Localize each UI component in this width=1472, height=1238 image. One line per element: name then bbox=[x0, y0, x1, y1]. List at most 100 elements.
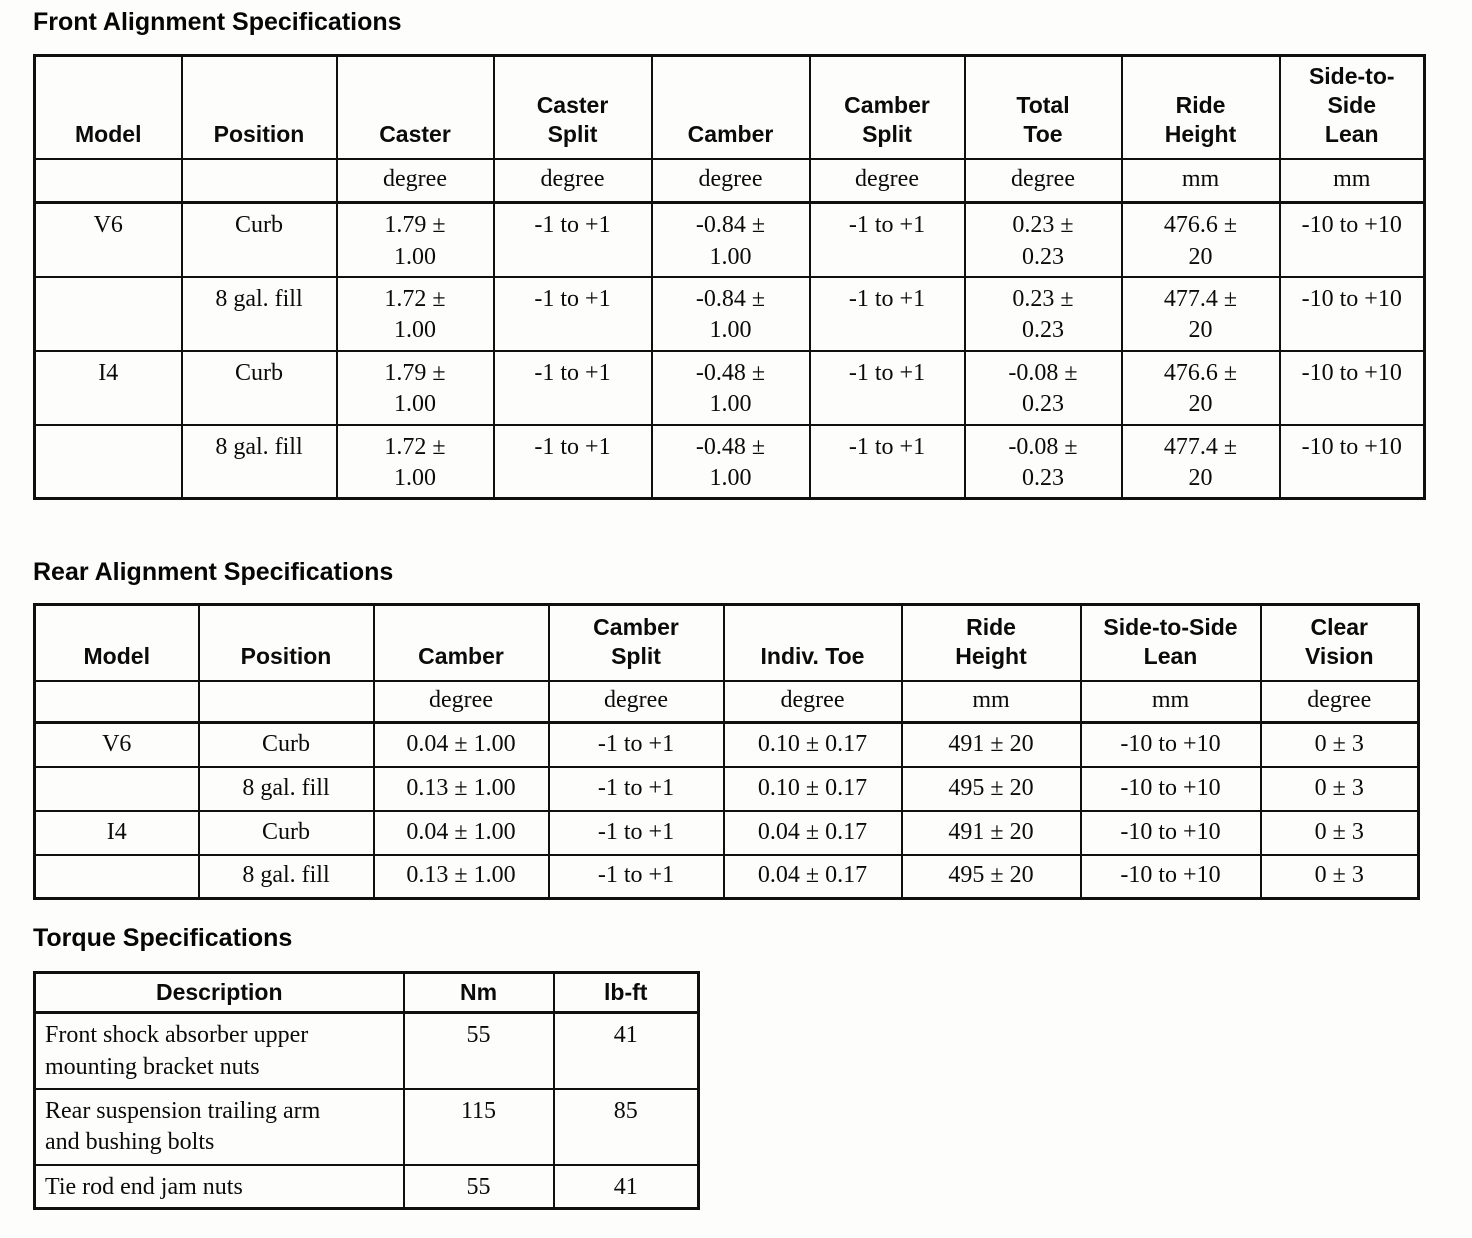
table-cell: 0.04 ± 1.00 bbox=[372, 809, 550, 856]
table-cell: 0.04 ± 0.17 bbox=[722, 809, 903, 856]
unit-cell: degree bbox=[808, 157, 966, 204]
header-row: Model Position Camber Camber Split Indiv. To… bbox=[33, 603, 1420, 682]
column-header: Caster bbox=[335, 54, 495, 160]
table-cell: 476.6 ± 20 bbox=[1120, 349, 1281, 426]
header-row: Description Nm lb-ft bbox=[33, 971, 700, 1014]
unit-cell bbox=[33, 157, 183, 204]
unit-cell: degree bbox=[722, 679, 903, 724]
unit-cell: degree bbox=[1259, 679, 1420, 724]
table-cell bbox=[33, 275, 183, 352]
table-row: Rear suspension trailing arm and bushing… bbox=[33, 1087, 700, 1166]
units-row: degree degree degree mm mm degree bbox=[33, 679, 1420, 724]
table-cell: -1 to +1 bbox=[547, 721, 725, 768]
unit-cell: mm bbox=[1278, 157, 1426, 204]
table-cell: 0.10 ± 0.17 bbox=[722, 721, 903, 768]
unit-cell: degree bbox=[372, 679, 550, 724]
table-cell: -1 to +1 bbox=[808, 349, 966, 426]
table-cell: 8 gal. fill bbox=[197, 765, 375, 812]
table-cell: -10 to +10 bbox=[1079, 721, 1262, 768]
table-cell: 0.23 ± 0.23 bbox=[963, 275, 1123, 352]
column-header: Position bbox=[197, 603, 375, 682]
table-row: 8 gal. fill 0.13 ± 1.00 -1 to +1 0.04 ± 0.1… bbox=[33, 853, 1420, 900]
table-cell: 41 bbox=[552, 1163, 700, 1210]
table-cell: 8 gal. fill bbox=[180, 275, 338, 352]
torque-specifications-title: Torque Specifications bbox=[33, 924, 293, 952]
table-cell: 0.13 ± 1.00 bbox=[372, 853, 550, 900]
table-cell: 477.4 ± 20 bbox=[1120, 275, 1281, 352]
table-cell: 0.10 ± 0.17 bbox=[722, 765, 903, 812]
table-cell: 0 ± 3 bbox=[1259, 853, 1420, 900]
column-header: Camber bbox=[650, 54, 811, 160]
table-cell: -10 to +10 bbox=[1278, 275, 1426, 352]
table-cell: Tie rod end jam nuts bbox=[33, 1163, 405, 1210]
table-cell: 85 bbox=[552, 1087, 700, 1166]
table-cell: -10 to +10 bbox=[1079, 853, 1262, 900]
table-cell: -1 to +1 bbox=[492, 349, 653, 426]
table-cell: Curb bbox=[180, 349, 338, 426]
table-cell: -10 to +10 bbox=[1079, 809, 1262, 856]
table-cell: Curb bbox=[197, 809, 375, 856]
table-row: V6 Curb 1.79 ± 1.00 -1 to +1 -0.84 ± 1.00 -1 … bbox=[33, 201, 1426, 278]
column-header: Caster Split bbox=[492, 54, 653, 160]
table-cell: 0 ± 3 bbox=[1259, 721, 1420, 768]
table-cell: 115 bbox=[402, 1087, 555, 1166]
table-cell bbox=[33, 765, 200, 812]
table-cell: 491 ± 20 bbox=[900, 721, 1082, 768]
table-cell: -1 to +1 bbox=[547, 765, 725, 812]
rear-alignment-table: Model Position Camber Camber Split Indiv. To… bbox=[33, 603, 1420, 900]
table-cell: 0.04 ± 1.00 bbox=[372, 721, 550, 768]
table-cell bbox=[33, 853, 200, 900]
torque-specifications-table: Description Nm lb-ft Front shock absorber u… bbox=[33, 971, 700, 1210]
table-cell: -0.48 ± 1.00 bbox=[650, 349, 811, 426]
unit-cell: degree bbox=[963, 157, 1123, 204]
table-cell: -0.84 ± 1.00 bbox=[650, 275, 811, 352]
column-header: Position bbox=[180, 54, 338, 160]
table-cell: -1 to +1 bbox=[547, 853, 725, 900]
table-cell: Curb bbox=[197, 721, 375, 768]
table-row: I4 Curb 0.04 ± 1.00 -1 to +1 0.04 ± 0.17 491 … bbox=[33, 809, 1420, 856]
table-cell: 495 ± 20 bbox=[900, 765, 1082, 812]
table-cell: -10 to +10 bbox=[1278, 201, 1426, 278]
header-row: Model Position Caster Caster Split Camber Cam… bbox=[33, 54, 1426, 160]
column-header: Clear Vision bbox=[1259, 603, 1420, 682]
unit-cell bbox=[180, 157, 338, 204]
table-cell: 1.72 ± 1.00 bbox=[335, 275, 495, 352]
column-header: Model bbox=[33, 54, 183, 160]
table-cell: 1.79 ± 1.00 bbox=[335, 349, 495, 426]
column-header: Side-to- Side Lean bbox=[1278, 54, 1426, 160]
table-cell: -10 to +10 bbox=[1079, 765, 1262, 812]
column-header: lb-ft bbox=[552, 971, 700, 1014]
table-cell: -0.84 ± 1.00 bbox=[650, 201, 811, 278]
table-cell: -0.08 ± 0.23 bbox=[963, 349, 1123, 426]
column-header: Camber bbox=[372, 603, 550, 682]
table-cell: -1 to +1 bbox=[492, 275, 653, 352]
table-cell: V6 bbox=[33, 721, 200, 768]
column-header: Ride Height bbox=[900, 603, 1082, 682]
table-cell: 55 bbox=[402, 1163, 555, 1210]
column-header: Side-to-Side Lean bbox=[1079, 603, 1262, 682]
table-cell: 0.23 ± 0.23 bbox=[963, 201, 1123, 278]
table-cell bbox=[33, 423, 183, 500]
rear-alignment-title: Rear Alignment Specifications bbox=[33, 558, 394, 586]
table-cell: 1.79 ± 1.00 bbox=[335, 201, 495, 278]
table-cell: -0.48 ± 1.00 bbox=[650, 423, 811, 500]
unit-cell: mm bbox=[1079, 679, 1262, 724]
units-row: degree degree degree degree degree mm mm bbox=[33, 157, 1426, 204]
table-row: V6 Curb 0.04 ± 1.00 -1 to +1 0.10 ± 0.17 491 … bbox=[33, 721, 1420, 768]
table-row: I4 Curb 1.79 ± 1.00 -1 to +1 -0.48 ± 1.00 -1 … bbox=[33, 349, 1426, 426]
table-row: Tie rod end jam nuts 55 41 bbox=[33, 1163, 700, 1210]
table-cell: -0.08 ± 0.23 bbox=[963, 423, 1123, 500]
table-cell: 0.04 ± 0.17 bbox=[722, 853, 903, 900]
table-cell: 8 gal. fill bbox=[180, 423, 338, 500]
table-cell: -10 to +10 bbox=[1278, 349, 1426, 426]
table-cell: 0 ± 3 bbox=[1259, 765, 1420, 812]
table-cell: -1 to +1 bbox=[547, 809, 725, 856]
unit-cell: mm bbox=[900, 679, 1082, 724]
column-header: Description bbox=[33, 971, 405, 1014]
table-cell: 491 ± 20 bbox=[900, 809, 1082, 856]
table-cell: 476.6 ± 20 bbox=[1120, 201, 1281, 278]
table-cell: 41 bbox=[552, 1011, 700, 1090]
column-header: Indiv. Toe bbox=[722, 603, 903, 682]
unit-cell bbox=[197, 679, 375, 724]
unit-cell: degree bbox=[492, 157, 653, 204]
